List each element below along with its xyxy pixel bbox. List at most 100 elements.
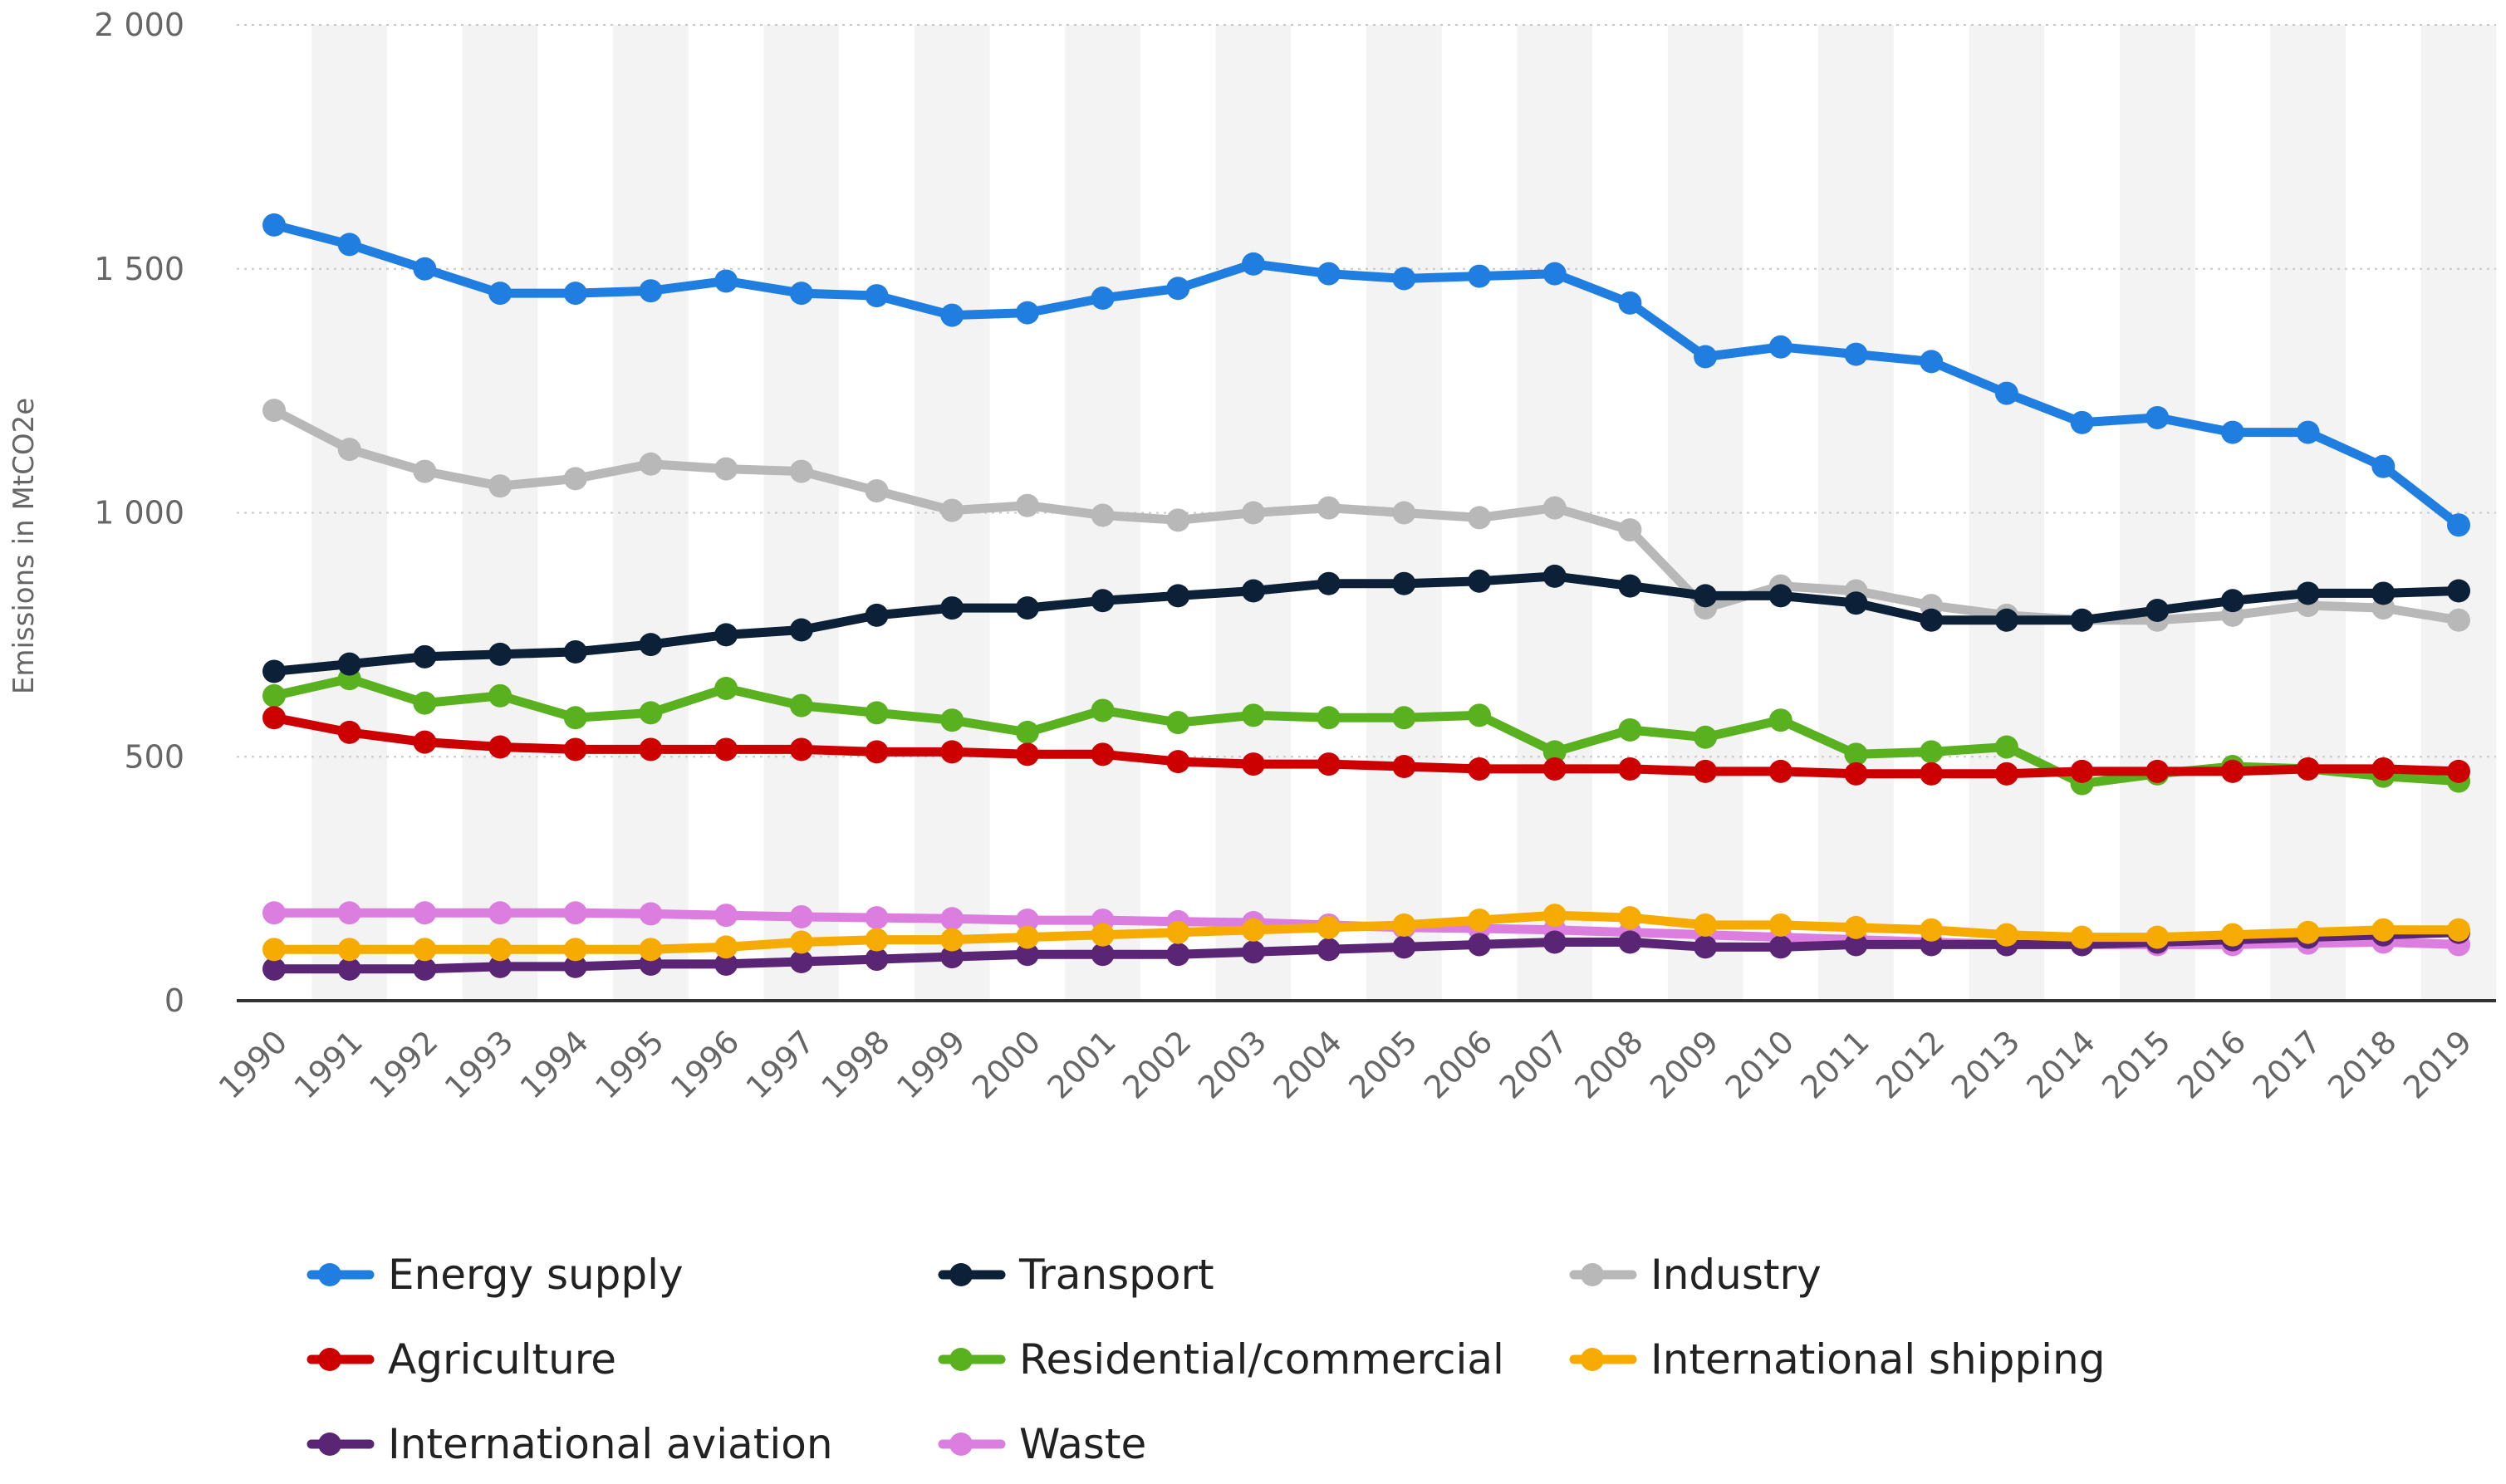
data-point	[714, 904, 738, 928]
data-point	[1920, 918, 1944, 942]
data-point	[714, 935, 738, 959]
data-point	[1468, 703, 1492, 727]
data-point	[639, 938, 663, 962]
data-point	[1392, 571, 1416, 595]
legend-item: Transport	[938, 1251, 1214, 1299]
x-tick-label: 1990	[212, 1023, 295, 1106]
legend-item: Residential/commercial	[938, 1335, 1504, 1384]
data-point	[2220, 589, 2244, 613]
data-point	[1844, 342, 1868, 366]
data-point	[1994, 762, 2018, 786]
data-point	[2296, 581, 2320, 605]
legend-item: Industry	[1569, 1251, 1822, 1299]
x-tick-label: 1994	[513, 1023, 596, 1106]
y-tick-label: 2 000	[94, 7, 184, 43]
data-point	[2447, 759, 2470, 783]
data-point	[1542, 930, 1567, 954]
data-point	[337, 233, 361, 257]
data-point	[563, 954, 587, 978]
data-point	[1920, 762, 1944, 786]
legend-label: Residential/commercial	[1019, 1335, 1504, 1384]
data-point	[488, 642, 512, 666]
data-point	[1618, 518, 1642, 542]
x-tick-label: 2004	[1267, 1023, 1350, 1106]
data-point	[337, 438, 361, 462]
data-point	[789, 904, 813, 928]
data-point	[1015, 301, 1039, 325]
series-international-shipping	[262, 904, 2470, 962]
data-point	[413, 459, 437, 483]
data-point	[1994, 735, 2018, 759]
data-point	[1468, 506, 1492, 530]
data-point	[2220, 923, 2244, 947]
data-point	[1241, 579, 1265, 603]
x-tick-label: 1991	[287, 1023, 370, 1106]
data-point	[1844, 742, 1868, 766]
data-point	[2146, 405, 2170, 429]
data-point	[639, 452, 663, 476]
y-axis-label: Emissions in MtCO2e	[7, 398, 41, 694]
data-point	[1694, 345, 1718, 369]
data-point	[1920, 350, 1944, 374]
data-point	[337, 957, 361, 981]
data-point	[1844, 591, 1868, 615]
data-point	[337, 901, 361, 925]
legend-marker	[318, 1263, 341, 1286]
data-point	[1317, 938, 1341, 962]
data-point	[488, 901, 512, 925]
data-point	[1166, 920, 1190, 944]
data-point	[1015, 742, 1039, 766]
data-point	[1166, 584, 1190, 608]
data-point	[413, 257, 437, 281]
x-tick-label: 2003	[1191, 1023, 1274, 1106]
data-point	[2371, 581, 2396, 605]
legend-item: International shipping	[1569, 1335, 2105, 1384]
data-point	[563, 737, 587, 762]
data-point	[1468, 264, 1492, 288]
data-point	[262, 683, 286, 708]
y-tick-label: 1 500	[94, 251, 184, 287]
x-tick-label: 2006	[1417, 1023, 1500, 1106]
legend-item: International aviation	[307, 1420, 833, 1468]
data-point	[1768, 584, 1792, 608]
data-point	[714, 269, 738, 293]
data-point	[1091, 923, 1115, 947]
series-line	[269, 910, 2464, 954]
data-point	[1844, 915, 1868, 939]
data-point	[1091, 943, 1115, 967]
legend-label: International aviation	[388, 1420, 833, 1468]
data-point	[1091, 589, 1115, 613]
data-point	[865, 928, 889, 952]
data-point	[1166, 943, 1190, 967]
data-point	[1618, 906, 1642, 930]
data-point	[1542, 262, 1567, 286]
data-point	[1241, 252, 1265, 276]
data-point	[940, 498, 964, 522]
legend-label: Agriculture	[388, 1335, 616, 1384]
data-point	[1694, 759, 1718, 783]
data-point	[262, 938, 286, 962]
data-point	[1317, 706, 1341, 730]
data-point	[262, 706, 286, 730]
data-point	[1015, 596, 1039, 620]
x-tick-label: 1999	[890, 1023, 973, 1106]
data-point	[1241, 501, 1265, 525]
data-point	[2371, 454, 2396, 478]
legend-marker	[949, 1263, 973, 1286]
data-point	[865, 948, 889, 972]
data-point	[2447, 918, 2470, 942]
data-point	[940, 740, 964, 764]
legend-label: Waste	[1019, 1420, 1146, 1468]
data-point	[1392, 755, 1416, 778]
data-point	[1317, 262, 1341, 286]
data-point	[789, 459, 813, 483]
legend-label: International shipping	[1650, 1335, 2105, 1384]
data-point	[2146, 759, 2170, 783]
data-point	[1392, 913, 1416, 937]
legend-item: Waste	[938, 1420, 1146, 1468]
data-point	[1542, 904, 1567, 928]
data-point	[789, 618, 813, 642]
x-tick-label: 2016	[2170, 1023, 2253, 1106]
data-point	[1468, 933, 1492, 957]
